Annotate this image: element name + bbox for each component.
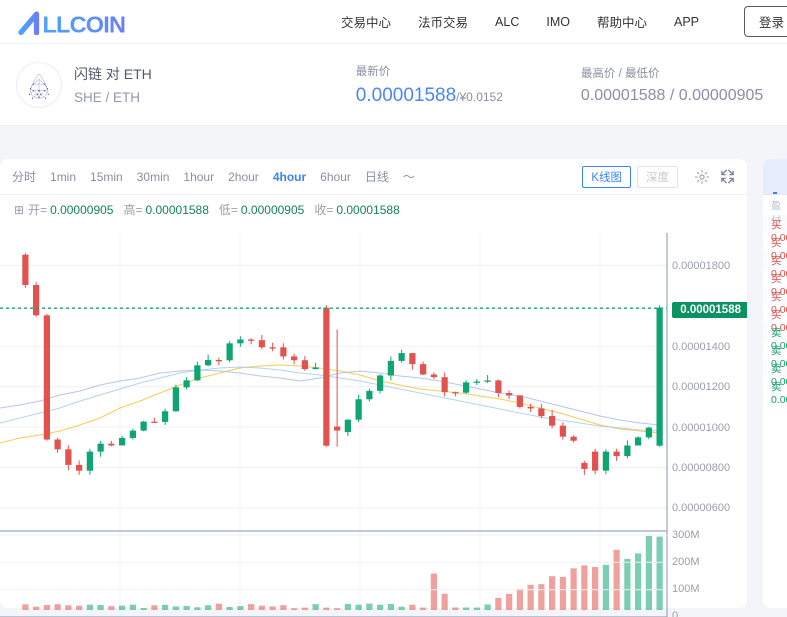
svg-text:LLCOIN: LLCOIN bbox=[43, 11, 126, 35]
